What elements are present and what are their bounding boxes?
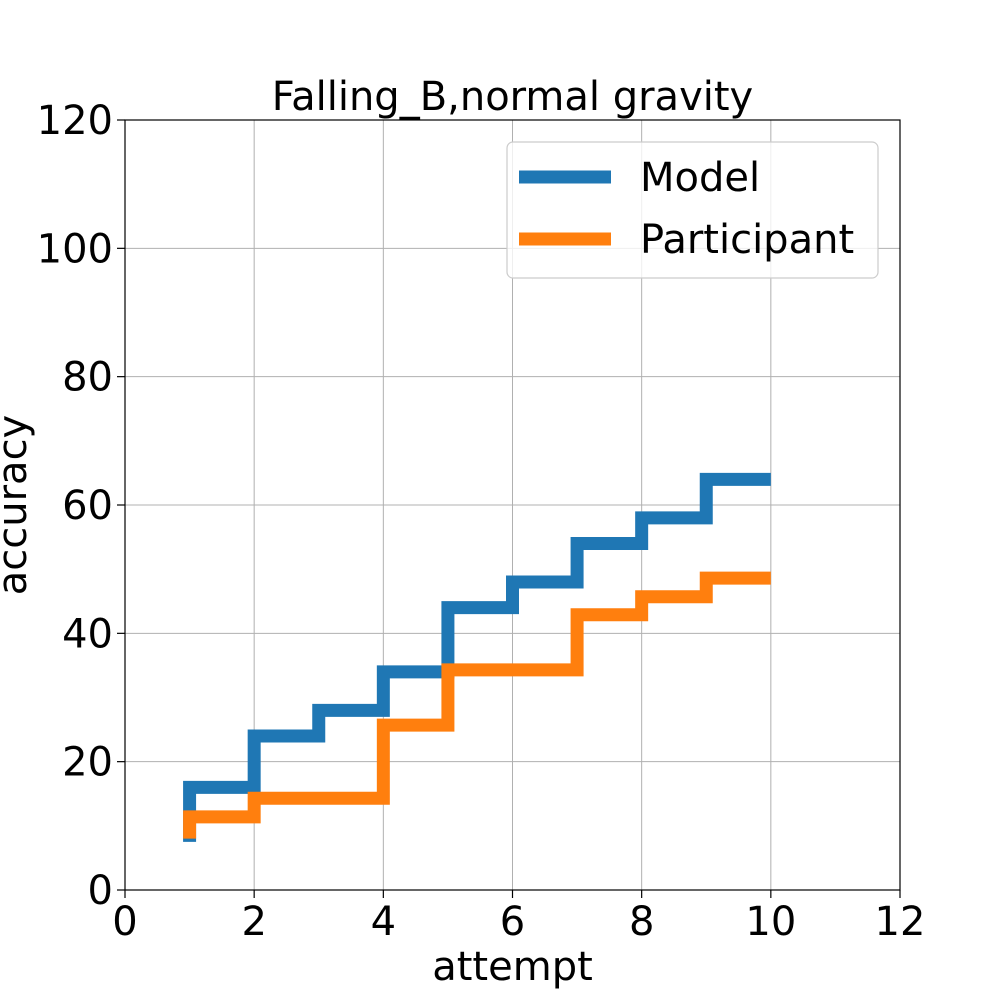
legend-label-participant: Participant bbox=[640, 217, 854, 263]
legend: Model Participant bbox=[506, 141, 879, 279]
y-tick-label: 120 bbox=[37, 98, 113, 144]
x-tick-label: 0 bbox=[112, 899, 137, 945]
y-tick-label: 100 bbox=[37, 226, 113, 272]
x-tick-label: 6 bbox=[500, 899, 525, 945]
x-tick-label: 12 bbox=[875, 899, 926, 945]
x-tick-label: 8 bbox=[629, 899, 654, 945]
series-layer bbox=[183, 472, 771, 842]
legend-label-model: Model bbox=[640, 155, 760, 201]
y-tick-label: 80 bbox=[62, 355, 113, 401]
y-tick-label: 0 bbox=[88, 868, 113, 914]
x-tick-label: 4 bbox=[371, 899, 396, 945]
y-tick-label: 40 bbox=[62, 611, 113, 657]
chart-title: Falling_B,normal gravity bbox=[272, 74, 753, 120]
series-line-participant bbox=[183, 571, 771, 839]
x-tick-label: 2 bbox=[241, 899, 266, 945]
y-tick-label: 60 bbox=[62, 483, 113, 529]
y-axis-label: accuracy bbox=[0, 415, 36, 595]
x-axis-label: attempt bbox=[432, 944, 593, 990]
y-tick-label: 20 bbox=[62, 740, 113, 786]
series-line-model bbox=[183, 472, 771, 842]
x-tick-label: 10 bbox=[745, 899, 796, 945]
